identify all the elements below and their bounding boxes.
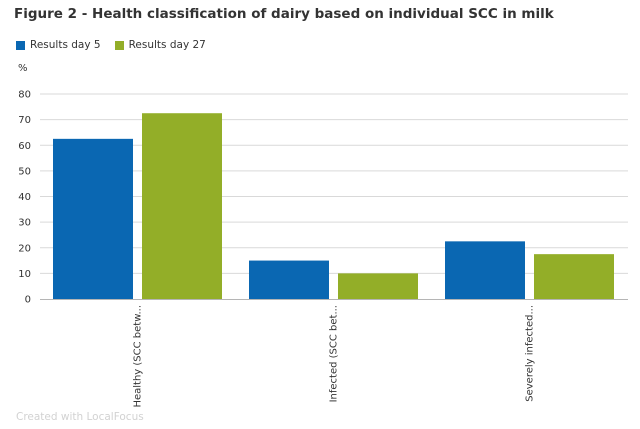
x-axis: Healthy (SCC betw... Infected (SCC bet...… bbox=[40, 299, 628, 408]
bar-day5[interactable] bbox=[445, 241, 525, 299]
y-tick-label: 20 bbox=[18, 243, 31, 254]
y-tick-label: 80 bbox=[18, 90, 31, 101]
chart-title: Figure 2 - Health classification of dair… bbox=[14, 6, 554, 22]
legend-label-day5: Results day 5 bbox=[30, 39, 101, 51]
footer-credit: Created with LocalFocus bbox=[16, 411, 144, 423]
legend-item-day5[interactable]: Results day 5 bbox=[16, 39, 101, 51]
legend-item-day27[interactable]: Results day 27 bbox=[114, 39, 206, 51]
y-tick-label: 10 bbox=[18, 269, 31, 280]
gridlines bbox=[40, 93, 628, 274]
x-tick-label: Severely infected... bbox=[525, 305, 536, 402]
legend-swatch-day5 bbox=[16, 40, 25, 50]
legend-label-day27: Results day 27 bbox=[128, 39, 206, 51]
y-tick-label: 70 bbox=[18, 115, 31, 126]
legend-swatch-day27 bbox=[114, 40, 124, 50]
bar-day5[interactable] bbox=[249, 260, 329, 299]
bar-day5[interactable] bbox=[53, 138, 133, 299]
y-tick-label: 40 bbox=[18, 192, 31, 203]
y-tick-label: 0 bbox=[25, 295, 31, 306]
x-tick-label: Healthy (SCC betw... bbox=[133, 305, 144, 408]
bar-day27[interactable] bbox=[338, 273, 418, 299]
y-axis-unit: % bbox=[18, 63, 28, 74]
y-tick-label: 60 bbox=[18, 141, 31, 152]
legend: Results day 5 Results day 27 bbox=[16, 39, 220, 51]
y-axis: % 0 10 20 30 40 50 60 70 80 bbox=[18, 63, 31, 306]
bar-day27[interactable] bbox=[142, 113, 222, 299]
bar-day27[interactable] bbox=[534, 254, 614, 299]
y-tick-label: 50 bbox=[18, 166, 31, 177]
bars bbox=[53, 113, 614, 299]
y-tick-label: 30 bbox=[18, 218, 31, 229]
x-tick-label: Infected (SCC bet... bbox=[329, 305, 340, 402]
